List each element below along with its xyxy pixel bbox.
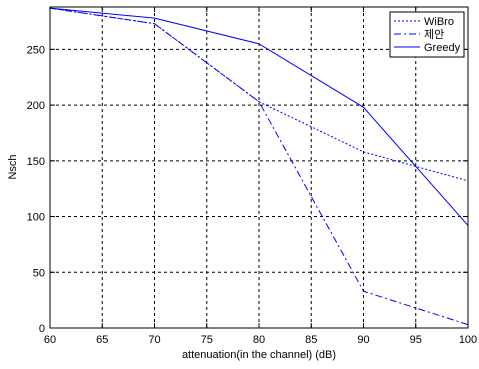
y-tick-label: 250 — [27, 44, 45, 56]
x-tick-label: 95 — [410, 334, 422, 346]
y-tick-label: 50 — [33, 267, 45, 279]
legend-label: 제안 — [424, 28, 444, 41]
x-tick-label: 85 — [305, 334, 317, 346]
x-tick-label: 60 — [44, 334, 56, 346]
x-tick-label: 75 — [201, 334, 213, 346]
x-axis-label: attenuation(in the channel) (dB) — [182, 349, 336, 361]
plot-area — [50, 7, 468, 328]
y-tick-label: 0 — [39, 323, 45, 335]
y-tick-label: 150 — [27, 156, 45, 168]
series-lines — [49, 7, 469, 326]
x-tick-label: 100 — [459, 334, 477, 346]
axis-ticks: 60 65 70 75 80 85 90 95 100 0 50 100 150 200 250 — [27, 7, 477, 346]
legend-box — [389, 11, 465, 58]
x-tick-label: 65 — [96, 334, 108, 346]
series-line-3 — [49, 7, 469, 226]
x-tick-label: 90 — [357, 334, 369, 346]
x-tick-label: 80 — [253, 334, 265, 346]
y-axis-label: Nsch — [7, 154, 19, 179]
legend-label: Greedy — [424, 42, 461, 54]
legend-label: WiBro — [424, 16, 454, 28]
y-tick-label: 100 — [27, 212, 45, 224]
x-tick-label: 70 — [148, 334, 160, 346]
series-line-2 — [49, 7, 469, 326]
y-tick-label: 200 — [27, 100, 45, 112]
